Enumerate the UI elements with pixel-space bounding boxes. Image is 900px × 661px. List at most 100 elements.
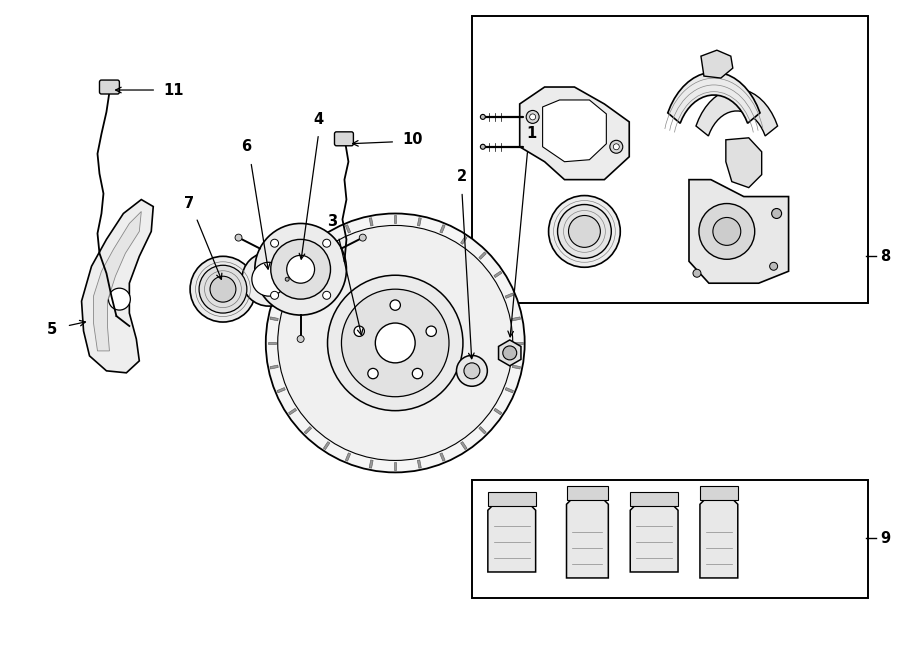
Polygon shape	[630, 504, 678, 572]
Text: 7: 7	[184, 196, 194, 211]
Bar	[479, 426, 486, 434]
Circle shape	[613, 144, 619, 150]
Bar	[505, 293, 514, 298]
Bar	[369, 460, 374, 468]
Bar	[461, 236, 467, 245]
Polygon shape	[696, 89, 778, 136]
Text: 3: 3	[328, 214, 338, 229]
Polygon shape	[725, 137, 761, 188]
Polygon shape	[488, 504, 536, 572]
Circle shape	[354, 326, 364, 336]
Circle shape	[770, 262, 778, 270]
Circle shape	[569, 215, 600, 247]
Circle shape	[549, 196, 620, 267]
Circle shape	[210, 276, 236, 302]
Bar	[515, 342, 523, 344]
Circle shape	[526, 110, 539, 124]
Circle shape	[503, 346, 517, 360]
Bar	[289, 408, 297, 415]
Bar	[472, 17, 868, 303]
FancyBboxPatch shape	[100, 80, 120, 94]
Circle shape	[390, 300, 400, 310]
Circle shape	[199, 265, 247, 313]
FancyBboxPatch shape	[630, 492, 678, 506]
Circle shape	[278, 225, 513, 461]
Circle shape	[368, 368, 378, 379]
Circle shape	[341, 289, 449, 397]
FancyBboxPatch shape	[700, 486, 738, 500]
Text: 6: 6	[241, 139, 251, 154]
Text: 4: 4	[313, 112, 324, 128]
Text: 10: 10	[402, 132, 423, 147]
Text: 11: 11	[163, 83, 184, 98]
Polygon shape	[701, 50, 733, 78]
Bar	[440, 225, 445, 233]
Bar	[394, 215, 397, 223]
Circle shape	[699, 204, 755, 259]
Bar	[369, 217, 374, 226]
Polygon shape	[700, 498, 738, 578]
Circle shape	[359, 234, 366, 241]
Text: 5: 5	[47, 321, 57, 336]
Text: 8: 8	[880, 249, 890, 264]
Polygon shape	[519, 87, 629, 180]
Circle shape	[375, 323, 415, 363]
Circle shape	[255, 223, 346, 315]
Circle shape	[412, 368, 423, 379]
Bar	[346, 453, 351, 461]
Circle shape	[271, 239, 330, 299]
FancyBboxPatch shape	[488, 492, 536, 506]
Circle shape	[108, 288, 130, 310]
Bar	[270, 317, 278, 321]
Circle shape	[328, 275, 463, 410]
Polygon shape	[566, 498, 608, 578]
Bar	[494, 271, 502, 278]
FancyBboxPatch shape	[566, 486, 608, 500]
Polygon shape	[668, 72, 760, 123]
Circle shape	[285, 277, 289, 281]
Circle shape	[530, 114, 536, 120]
Polygon shape	[499, 340, 521, 366]
FancyBboxPatch shape	[335, 132, 354, 146]
Bar	[512, 317, 520, 321]
Circle shape	[713, 217, 741, 245]
Bar	[304, 252, 311, 259]
Circle shape	[323, 239, 330, 247]
Circle shape	[323, 292, 330, 299]
Bar	[418, 217, 421, 226]
Bar	[323, 236, 330, 245]
Bar	[512, 365, 520, 369]
Text: 9: 9	[880, 531, 890, 545]
Text: 2: 2	[457, 169, 467, 184]
Bar	[394, 463, 397, 471]
Polygon shape	[82, 200, 153, 373]
Bar	[268, 342, 275, 344]
Bar	[418, 460, 421, 468]
Circle shape	[271, 239, 279, 247]
Circle shape	[557, 204, 611, 258]
Bar	[505, 387, 514, 393]
Circle shape	[242, 253, 296, 306]
Circle shape	[426, 326, 436, 336]
Circle shape	[190, 256, 256, 322]
Bar	[289, 271, 297, 278]
Polygon shape	[689, 180, 788, 283]
Bar	[494, 408, 502, 415]
Bar	[304, 426, 311, 434]
Circle shape	[297, 336, 304, 342]
Ellipse shape	[481, 144, 485, 149]
Bar	[440, 453, 445, 461]
Circle shape	[287, 255, 315, 283]
Bar	[277, 387, 285, 393]
Polygon shape	[543, 100, 607, 162]
Bar	[479, 252, 486, 259]
Circle shape	[266, 214, 525, 473]
Circle shape	[610, 140, 623, 153]
Circle shape	[235, 234, 242, 241]
Circle shape	[271, 292, 279, 299]
Bar	[277, 293, 285, 298]
Bar	[323, 442, 330, 449]
Circle shape	[771, 208, 781, 219]
Bar	[461, 442, 467, 449]
Ellipse shape	[481, 114, 485, 120]
